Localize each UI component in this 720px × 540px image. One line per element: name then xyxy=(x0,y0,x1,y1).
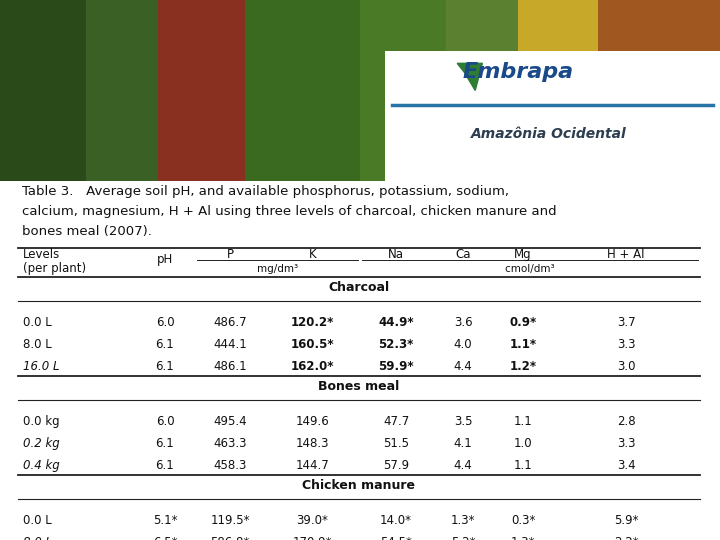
Text: 0.9*: 0.9* xyxy=(509,316,536,329)
Text: 14.0*: 14.0* xyxy=(380,514,412,528)
Text: (per plant): (per plant) xyxy=(23,262,86,275)
Text: 54.5*: 54.5* xyxy=(380,536,412,540)
Text: 6.1: 6.1 xyxy=(156,437,174,450)
Text: 3.3: 3.3 xyxy=(617,437,635,450)
Text: H + Al: H + Al xyxy=(607,248,644,261)
Text: Na: Na xyxy=(388,248,404,261)
Text: 0.0 kg: 0.0 kg xyxy=(23,415,60,428)
Bar xyxy=(446,0,518,181)
Polygon shape xyxy=(457,63,482,90)
FancyBboxPatch shape xyxy=(385,51,720,181)
Text: Mg: Mg xyxy=(514,248,532,261)
Text: 4.4: 4.4 xyxy=(454,360,472,373)
Text: 3.3: 3.3 xyxy=(617,339,635,352)
Text: pH: pH xyxy=(157,253,173,266)
Text: 1.0: 1.0 xyxy=(513,437,532,450)
Text: 120.2*: 120.2* xyxy=(291,316,334,329)
Text: 1.3*: 1.3* xyxy=(510,536,535,540)
Text: 495.4: 495.4 xyxy=(213,415,247,428)
Text: 6.1: 6.1 xyxy=(156,460,174,472)
Text: Embrapa: Embrapa xyxy=(463,62,574,83)
Text: 8.0 L: 8.0 L xyxy=(23,339,52,352)
Text: 6.1: 6.1 xyxy=(156,339,174,352)
Text: 3.5: 3.5 xyxy=(454,415,472,428)
Text: P: P xyxy=(227,248,233,261)
Text: 3.6: 3.6 xyxy=(454,316,472,329)
Text: 59.9*: 59.9* xyxy=(378,360,414,373)
Text: 0.4 kg: 0.4 kg xyxy=(23,460,60,472)
Text: 8.0 L: 8.0 L xyxy=(23,536,52,540)
Text: 0.0 L: 0.0 L xyxy=(23,514,52,528)
Text: 444.1: 444.1 xyxy=(213,339,247,352)
Text: 44.9*: 44.9* xyxy=(378,316,414,329)
Text: Ca: Ca xyxy=(455,248,471,261)
Text: 144.7: 144.7 xyxy=(296,460,329,472)
Text: 1.3*: 1.3* xyxy=(451,514,475,528)
Text: 162.0*: 162.0* xyxy=(291,360,334,373)
Text: bones meal (2007).: bones meal (2007). xyxy=(22,225,152,238)
Bar xyxy=(518,0,598,181)
Text: 3.0: 3.0 xyxy=(617,360,635,373)
Bar xyxy=(86,0,158,181)
Text: 586.8*: 586.8* xyxy=(210,536,250,540)
Text: 16.0 L: 16.0 L xyxy=(23,360,60,373)
Text: 3.4: 3.4 xyxy=(617,460,635,472)
Text: calcium, magnesium, H + Al using three levels of charcoal, chicken manure and: calcium, magnesium, H + Al using three l… xyxy=(22,205,557,218)
Text: 119.5*: 119.5* xyxy=(210,514,250,528)
Bar xyxy=(360,0,446,181)
Text: 486.7: 486.7 xyxy=(213,316,247,329)
Text: Table 3.   Average soil pH, and available phosphorus, potassium, sodium,: Table 3. Average soil pH, and available … xyxy=(22,185,509,198)
Text: 1.1*: 1.1* xyxy=(510,339,536,352)
Text: 6.0: 6.0 xyxy=(156,316,174,329)
Bar xyxy=(158,0,245,181)
Text: 149.6: 149.6 xyxy=(296,415,329,428)
Text: 463.3: 463.3 xyxy=(213,437,247,450)
Text: 6.1: 6.1 xyxy=(156,360,174,373)
Text: Bones meal: Bones meal xyxy=(318,380,400,393)
Text: 4.4: 4.4 xyxy=(454,460,472,472)
Text: 5.1*: 5.1* xyxy=(153,514,177,528)
Text: 4.1: 4.1 xyxy=(454,437,472,450)
Text: 4.0: 4.0 xyxy=(454,339,472,352)
Text: mg/dm³: mg/dm³ xyxy=(257,264,298,274)
Text: 3.7: 3.7 xyxy=(617,316,635,329)
Text: 5.2*: 5.2* xyxy=(451,536,475,540)
Text: 486.1: 486.1 xyxy=(213,360,247,373)
Text: 0.3*: 0.3* xyxy=(510,514,535,528)
Text: 6.0: 6.0 xyxy=(156,415,174,428)
Text: 57.9: 57.9 xyxy=(383,460,409,472)
Bar xyxy=(245,0,360,181)
Text: cmol⁣/dm³: cmol⁣/dm³ xyxy=(505,264,555,274)
Text: Chicken manure: Chicken manure xyxy=(302,479,415,492)
Text: 1.1: 1.1 xyxy=(513,460,532,472)
Text: 2.8: 2.8 xyxy=(617,415,635,428)
Text: 39.0*: 39.0* xyxy=(297,514,328,528)
Text: 2.2*: 2.2* xyxy=(613,536,639,540)
Text: 0.0 L: 0.0 L xyxy=(23,316,52,329)
Text: 52.3*: 52.3* xyxy=(378,339,414,352)
Bar xyxy=(0,0,86,181)
Text: 0.2 kg: 0.2 kg xyxy=(23,437,60,450)
Text: 47.7: 47.7 xyxy=(383,415,409,428)
Text: Levels: Levels xyxy=(23,248,60,261)
Text: 51.5: 51.5 xyxy=(383,437,409,450)
Text: 458.3: 458.3 xyxy=(213,460,247,472)
Text: 6.5*: 6.5* xyxy=(153,536,177,540)
Text: Amazônia Ocidental: Amazônia Ocidental xyxy=(471,127,626,141)
Text: 5.9*: 5.9* xyxy=(613,514,638,528)
Text: 160.5*: 160.5* xyxy=(291,339,334,352)
Text: K: K xyxy=(309,248,316,261)
Bar xyxy=(598,0,720,181)
Text: 1.2*: 1.2* xyxy=(510,360,536,373)
Text: Charcoal: Charcoal xyxy=(328,281,390,294)
Text: 170.9*: 170.9* xyxy=(293,536,332,540)
Text: 148.3: 148.3 xyxy=(296,437,329,450)
Text: 1.1: 1.1 xyxy=(513,415,532,428)
